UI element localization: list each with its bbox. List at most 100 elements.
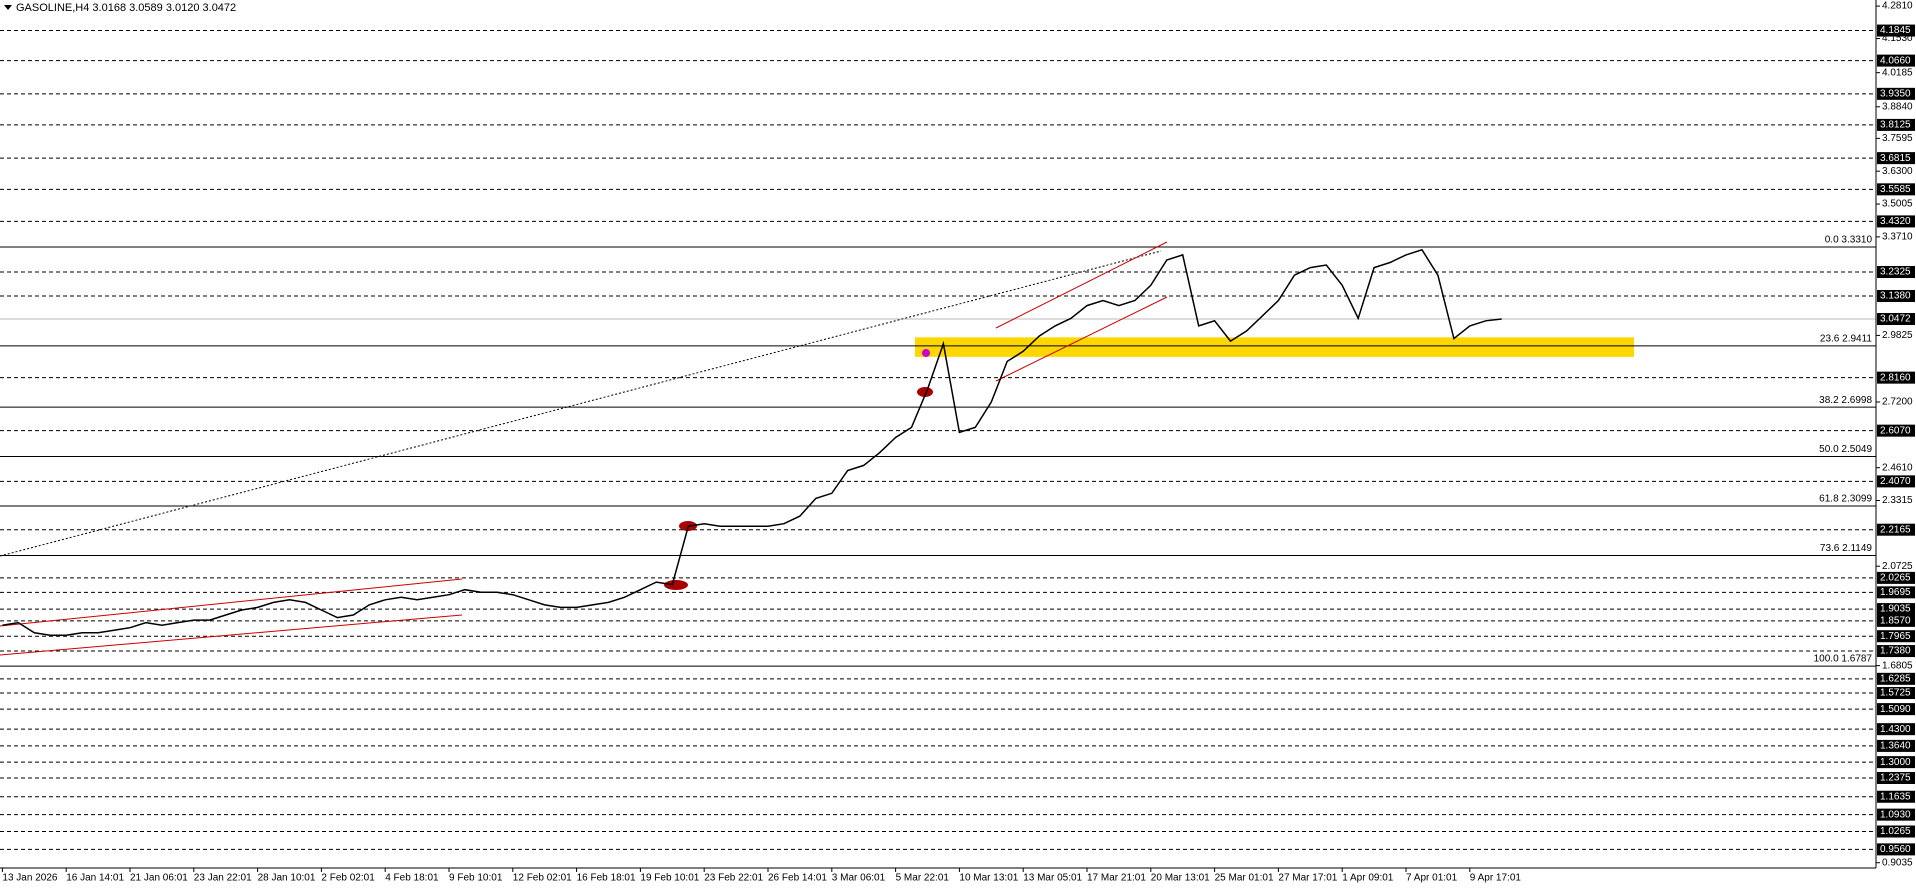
x-tick-label: 21 Jan 06:01 — [130, 873, 188, 884]
fib-label: 50.0 2.5049 — [1819, 444, 1872, 455]
level-label: 1.5725 — [1880, 688, 1911, 699]
level-label-box — [1877, 843, 1915, 856]
level-label-box — [1877, 523, 1915, 536]
level-label-box — [1877, 475, 1915, 488]
y-tick-label: 0.9035 — [1882, 857, 1913, 868]
level-label: 1.7380 — [1880, 646, 1911, 657]
level-label-box — [1877, 723, 1915, 736]
y-tick-label: 3.3710 — [1882, 232, 1913, 243]
level-label-box — [1877, 808, 1915, 821]
fib-label: 38.2 2.6998 — [1819, 395, 1872, 406]
level-label: 1.6285 — [1880, 673, 1911, 684]
x-tick-label: 16 Feb 18:01 — [577, 873, 636, 884]
fib-label: 23.6 2.9411 — [1820, 334, 1873, 345]
level-label: 3.1380 — [1880, 291, 1911, 302]
channel-line — [0, 578, 463, 627]
level-label: 2.8160 — [1880, 372, 1911, 383]
level-label: 0.9560 — [1880, 844, 1911, 855]
channel-line — [995, 241, 1168, 329]
drawings — [0, 30, 1876, 850]
level-label: 1.4300 — [1880, 724, 1911, 735]
level-label: 1.5090 — [1880, 704, 1911, 715]
marker — [922, 349, 930, 357]
marker — [664, 580, 688, 590]
y-tick-label: 4.1530 — [1882, 33, 1913, 44]
level-label-box — [1877, 24, 1915, 37]
x-tick-label: 2 Feb 02:01 — [321, 873, 375, 884]
x-tick-label: 13 Mar 05:01 — [1023, 873, 1082, 884]
x-tick-label: 7 Apr 01:01 — [1406, 873, 1458, 884]
level-label: 1.9035 — [1880, 604, 1911, 615]
level-label-box — [1877, 672, 1915, 685]
level-label-box — [1877, 687, 1915, 700]
price-label-box — [1877, 313, 1915, 326]
fib-label: 73.6 2.1149 — [1820, 543, 1873, 554]
channel-line — [0, 614, 463, 656]
level-label-box — [1877, 87, 1915, 100]
fib-label: 100.0 1.6787 — [1814, 654, 1873, 665]
level-label-box — [1877, 571, 1915, 584]
x-tick-label: 1 Apr 09:01 — [1342, 873, 1394, 884]
x-tick-label: 13 Jan 2026 — [2, 873, 57, 884]
level-label: 2.4070 — [1880, 476, 1911, 487]
level-label-box — [1877, 771, 1915, 784]
x-tick-label: 9 Apr 17:01 — [1470, 873, 1522, 884]
level-label-box — [1877, 756, 1915, 769]
level-label-box — [1877, 630, 1915, 643]
level-label: 1.0930 — [1880, 809, 1911, 820]
x-tick-label: 27 Mar 17:01 — [1278, 873, 1337, 884]
x-tick-label: 16 Jan 14:01 — [66, 873, 124, 884]
marker — [917, 387, 933, 397]
level-label: 1.8570 — [1880, 616, 1911, 627]
level-label: 3.2325 — [1880, 267, 1911, 278]
y-tick-label: 3.6300 — [1882, 166, 1913, 177]
level-label: 1.1635 — [1880, 791, 1911, 802]
y-tick-label: 3.7595 — [1882, 133, 1913, 144]
x-tick-label: 5 Mar 22:01 — [896, 873, 950, 884]
level-label: 4.1845 — [1880, 25, 1911, 36]
level-label-box — [1877, 614, 1915, 627]
y-tick-label: 3.5005 — [1882, 199, 1913, 210]
level-label: 1.3000 — [1880, 757, 1911, 768]
level-label: 1.0265 — [1880, 826, 1911, 837]
level-label: 3.6815 — [1880, 153, 1911, 164]
level-label-box — [1877, 645, 1915, 658]
y-tick-label: 1.6805 — [1882, 660, 1913, 671]
trend-line — [0, 250, 1162, 557]
y-tick-label: 2.3315 — [1882, 495, 1913, 506]
y-tick-label: 2.4610 — [1882, 462, 1913, 473]
level-label-box — [1877, 54, 1915, 67]
y-tick-label: 4.0185 — [1882, 67, 1913, 78]
x-tick-label: 4 Feb 18:01 — [385, 873, 439, 884]
level-label: 1.3640 — [1880, 741, 1911, 752]
current-price-label: 3.0472 — [1880, 314, 1911, 325]
menu-triangle[interactable] — [4, 5, 12, 10]
level-label: 1.2375 — [1880, 773, 1911, 784]
level-label-box — [1877, 603, 1915, 616]
level-label: 4.0660 — [1880, 55, 1911, 66]
level-label-box — [1877, 215, 1915, 228]
fib-label: 61.8 2.3099 — [1819, 494, 1872, 505]
level-label: 1.7965 — [1880, 631, 1911, 642]
level-label-box — [1877, 183, 1915, 196]
level-label: 3.8125 — [1880, 120, 1911, 131]
level-label: 3.9350 — [1880, 88, 1911, 99]
x-tick-label: 3 Mar 06:01 — [832, 873, 886, 884]
level-label-box — [1877, 118, 1915, 131]
level-label-box — [1877, 424, 1915, 437]
chart-title: GASOLINE,H4 3.0168 3.0589 3.0120 3.0472 — [16, 2, 236, 14]
fib-label: 0.0 3.3310 — [1825, 235, 1873, 246]
level-label: 3.5585 — [1880, 184, 1911, 195]
x-tick-label: 17 Mar 21:01 — [1087, 873, 1146, 884]
level-label-box — [1877, 739, 1915, 752]
x-tick-label: 10 Mar 13:01 — [959, 873, 1018, 884]
channel-line — [995, 296, 1168, 382]
y-tick-label: 3.8840 — [1882, 101, 1913, 112]
level-label-box — [1877, 825, 1915, 838]
level-label: 2.2165 — [1880, 524, 1911, 535]
level-label: 2.6070 — [1880, 425, 1911, 436]
level-label: 1.9695 — [1880, 587, 1911, 598]
level-label-box — [1877, 152, 1915, 165]
